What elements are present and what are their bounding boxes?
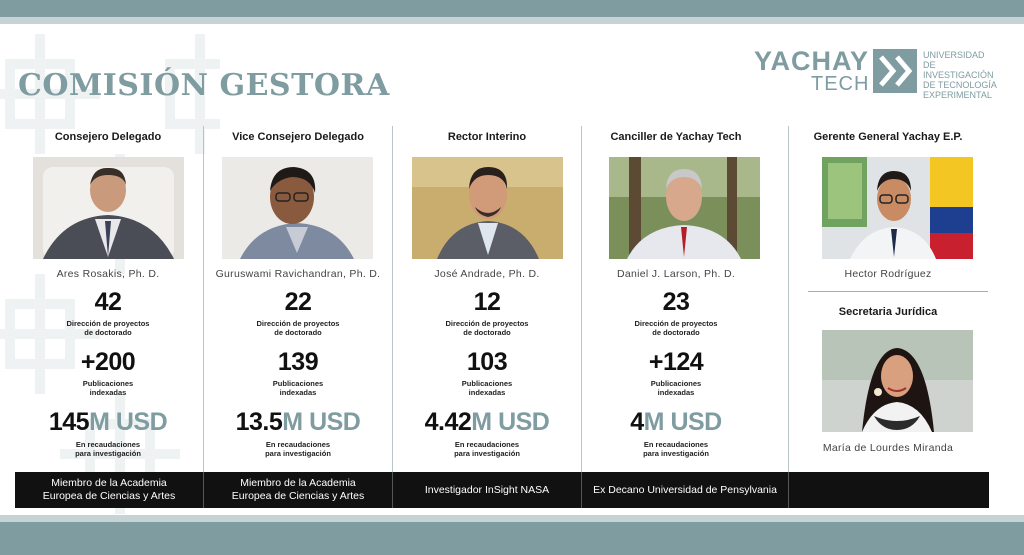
member-name: Ares Rosakis, Ph. D. bbox=[56, 268, 160, 280]
member-card: Rector Interino José Andrade, Ph. D. 12 … bbox=[392, 126, 582, 472]
bottom-band bbox=[0, 522, 1024, 555]
doctoral-projects-label: Dirección de proyectos de doctorado bbox=[256, 319, 340, 337]
publications-label: Publicaciones indexadas bbox=[650, 379, 702, 397]
legal-secretary-role: Secretaria Jurídica bbox=[838, 306, 938, 318]
manager-name: Hector Rodríguez bbox=[844, 268, 932, 280]
achievement-text: Miembro de la Academia Europea de Ciencia… bbox=[231, 477, 365, 502]
column-divider bbox=[788, 126, 789, 472]
member-name: Daniel J. Larson, Ph. D. bbox=[616, 268, 736, 280]
legal-secretary-name: María de Lourdes Miranda bbox=[822, 442, 954, 454]
member-role: Vice Consejero Delegado bbox=[232, 131, 364, 143]
member-card: Canciller de Yachay Tech Daniel J. Larso… bbox=[581, 126, 771, 472]
funding-amount: 4.42M USD bbox=[424, 408, 550, 436]
member-card: Vice Consejero Delegado Guruswami Ravich… bbox=[203, 126, 393, 472]
right-column-separator bbox=[808, 291, 988, 292]
legal-secretary-photo bbox=[822, 330, 973, 432]
member-name: Guruswami Ravichandran, Ph. D. bbox=[215, 268, 381, 280]
logo-mark-icon bbox=[873, 49, 917, 93]
member-role: Rector Interino bbox=[447, 131, 527, 143]
top-band-light bbox=[0, 17, 1024, 24]
bar-divider bbox=[581, 472, 582, 508]
funding-label: En recaudaciones para investigación bbox=[643, 440, 709, 458]
top-band bbox=[0, 0, 1024, 17]
member-photo bbox=[609, 157, 760, 259]
achievement-text: Investigador InSight NASA bbox=[424, 483, 550, 496]
achievement-text: Ex Decano Universidad de Pensylvania bbox=[593, 483, 777, 496]
doctoral-projects-count: 12 bbox=[473, 288, 501, 316]
member-photo bbox=[412, 157, 563, 259]
publications-count: 139 bbox=[277, 348, 319, 376]
doctoral-projects-count: 42 bbox=[94, 288, 122, 316]
member-photo bbox=[33, 157, 184, 259]
member-name: José Andrade, Ph. D. bbox=[434, 268, 540, 280]
publications-count: 103 bbox=[466, 348, 508, 376]
publications-label: Publicaciones indexadas bbox=[272, 379, 324, 397]
member-photo bbox=[222, 157, 373, 259]
member-card: Consejero Delegado Ares Rosakis, Ph. D. … bbox=[13, 126, 203, 472]
bar-divider bbox=[203, 472, 204, 508]
bottom-band-light bbox=[0, 515, 1024, 522]
doctoral-projects-count: 22 bbox=[284, 288, 312, 316]
column-divider bbox=[203, 126, 204, 472]
logo-university-text: UNIVERSIDAD DE INVESTIGACIÓN DE TECNOLOG… bbox=[923, 50, 997, 100]
funding-amount: 4M USD bbox=[630, 408, 722, 436]
achievements-bar bbox=[15, 472, 989, 508]
publications-label: Publicaciones indexadas bbox=[461, 379, 513, 397]
logo-brand-bottom: TECH bbox=[811, 73, 870, 95]
column-divider bbox=[581, 126, 582, 472]
funding-label: En recaudaciones para investigación bbox=[454, 440, 520, 458]
doctoral-projects-label: Dirección de proyectos de doctorado bbox=[66, 319, 150, 337]
right-column: Gerente General Yachay E.P. Hector Rodrí… bbox=[788, 126, 988, 472]
member-role: Canciller de Yachay Tech bbox=[610, 131, 742, 143]
doctoral-projects-label: Dirección de proyectos de doctorado bbox=[445, 319, 529, 337]
doctoral-projects-count: 23 bbox=[662, 288, 690, 316]
doctoral-projects-label: Dirección de proyectos de doctorado bbox=[634, 319, 718, 337]
member-role: Consejero Delegado bbox=[54, 131, 162, 143]
logo-brand-top: YACHAY bbox=[754, 46, 870, 76]
publications-count: +124 bbox=[648, 348, 704, 376]
bar-divider bbox=[392, 472, 393, 508]
manager-photo bbox=[822, 157, 973, 259]
manager-role: Gerente General Yachay E.P. bbox=[813, 131, 963, 143]
bar-divider bbox=[788, 472, 789, 508]
funding-amount: 145M USD bbox=[48, 408, 168, 436]
page-title: COMISIÓN GESTORA bbox=[18, 68, 390, 103]
publications-count: +200 bbox=[80, 348, 136, 376]
yachay-tech-logo: YACHAY TECH UNIVERSIDAD DE INVESTIGACIÓN… bbox=[754, 46, 1004, 100]
achievement-text: Miembro de la Academia Europea de Ciencia… bbox=[42, 477, 176, 502]
funding-amount: 13.5M USD bbox=[235, 408, 361, 436]
funding-label: En recaudaciones para investigación bbox=[75, 440, 141, 458]
column-divider bbox=[392, 126, 393, 472]
funding-label: En recaudaciones para investigación bbox=[265, 440, 331, 458]
publications-label: Publicaciones indexadas bbox=[82, 379, 134, 397]
